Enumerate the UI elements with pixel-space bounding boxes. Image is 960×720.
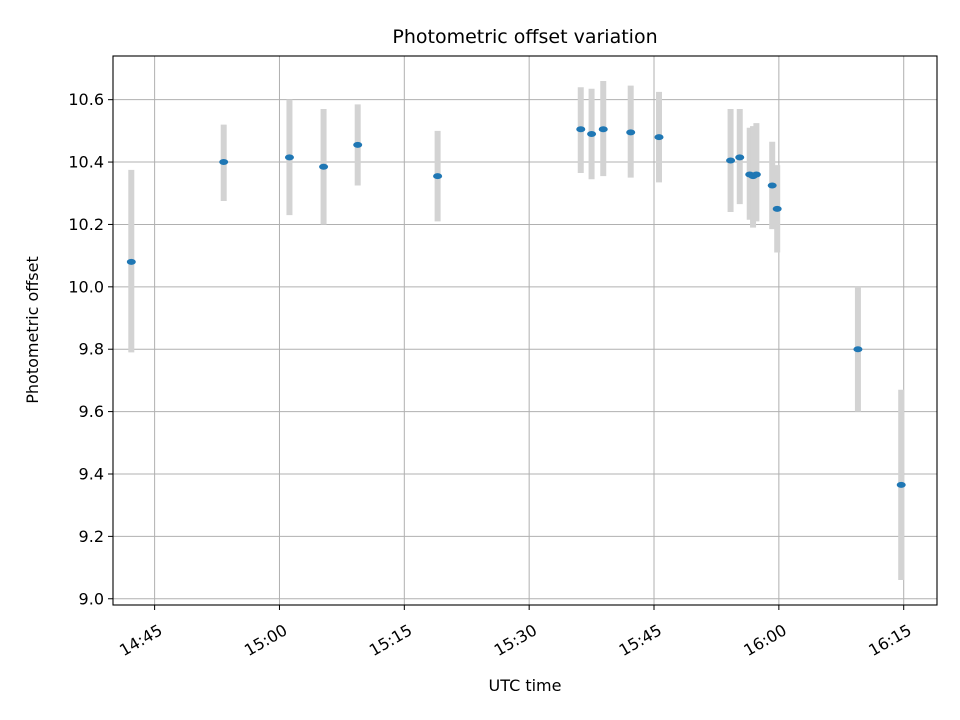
data-point bbox=[626, 129, 636, 136]
y-tick-label: 10.2 bbox=[68, 215, 104, 234]
chart-title: Photometric offset variation bbox=[392, 26, 657, 48]
y-tick-label: 9.0 bbox=[79, 589, 104, 608]
data-point bbox=[576, 126, 586, 133]
data-point bbox=[126, 258, 136, 265]
data-point bbox=[219, 159, 229, 166]
data-points bbox=[126, 126, 906, 488]
data-point bbox=[353, 141, 363, 148]
data-point bbox=[772, 205, 782, 212]
y-tick-label: 9.8 bbox=[79, 340, 104, 359]
y-tick-label: 10.0 bbox=[68, 277, 104, 296]
data-point bbox=[767, 182, 777, 189]
y-axis-label: Photometric offset bbox=[23, 256, 42, 404]
y-tick-label: 10.6 bbox=[68, 90, 104, 109]
grid bbox=[113, 56, 937, 605]
data-point bbox=[735, 154, 745, 161]
data-point bbox=[853, 346, 863, 353]
y-tick-label: 9.4 bbox=[79, 464, 104, 483]
y-axis-ticks: 9.0 9.2 9.4 9.6 9.8 10.0 10.2 10.4 10.6 bbox=[68, 90, 113, 608]
y-tick-label: 9.2 bbox=[79, 527, 104, 546]
data-point bbox=[896, 481, 906, 488]
plot-frame bbox=[112, 55, 938, 606]
y-tick-label: 9.6 bbox=[79, 402, 104, 421]
data-point bbox=[433, 173, 443, 180]
data-point bbox=[751, 171, 761, 178]
data-point bbox=[726, 157, 736, 164]
y-tick-label: 10.4 bbox=[68, 153, 104, 172]
data-point bbox=[284, 154, 294, 161]
data-point bbox=[598, 126, 608, 133]
data-point bbox=[654, 134, 664, 141]
data-point bbox=[587, 130, 597, 137]
x-axis-label: UTC time bbox=[489, 676, 562, 695]
data-point bbox=[319, 163, 329, 170]
